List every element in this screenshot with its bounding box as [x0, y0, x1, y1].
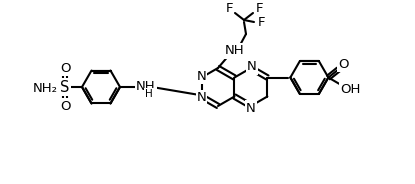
Text: OH: OH	[340, 83, 361, 96]
Text: F: F	[225, 3, 233, 15]
Text: N: N	[197, 91, 206, 104]
Text: O: O	[60, 100, 70, 112]
Text: NH: NH	[225, 45, 245, 57]
Text: O: O	[60, 61, 70, 75]
Text: O: O	[338, 58, 349, 71]
Text: NH₂: NH₂	[32, 82, 58, 95]
Text: F: F	[257, 15, 265, 29]
Text: N: N	[197, 70, 206, 83]
Text: F: F	[255, 3, 263, 15]
Text: S: S	[60, 79, 70, 95]
Text: H: H	[145, 89, 153, 99]
Text: N: N	[246, 102, 256, 114]
Text: N: N	[247, 61, 257, 73]
Text: NH: NH	[136, 79, 156, 93]
